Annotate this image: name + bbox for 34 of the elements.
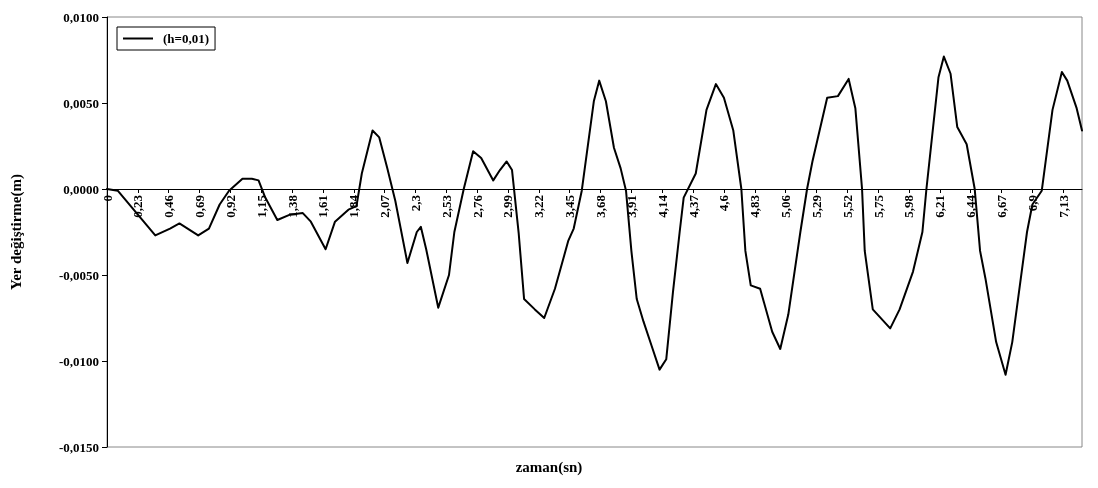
x-tick-label: 4,37 — [685, 194, 701, 218]
x-tick-label: 2,07 — [377, 194, 393, 218]
x-tick-label: 5,06 — [778, 194, 794, 218]
x-tick-label: 2,99 — [500, 194, 516, 218]
x-tick-label: 2,76 — [469, 194, 485, 218]
x-tick-label: 0,46 — [161, 194, 177, 218]
y-tick-label: 0,0050 — [63, 95, 99, 111]
x-tick-label: 3,22 — [531, 195, 547, 218]
x-tick-label: 1,61 — [315, 195, 331, 218]
x-tick-label: 5,75 — [870, 194, 886, 218]
y-axis-title: Yer değiştirme(m) — [7, 174, 25, 290]
x-tick-label: 0,69 — [192, 194, 208, 218]
y-tick-label: -0,0050 — [58, 267, 99, 283]
x-tick-label: 5,29 — [808, 194, 824, 218]
x-tick-label: 4,6 — [716, 194, 732, 212]
x-axis-title: zaman(sn) — [515, 458, 583, 476]
y-tick-label: -0,0100 — [58, 353, 99, 369]
x-tick-label: 5,98 — [901, 194, 917, 218]
x-tick-label: 5,52 — [839, 195, 855, 218]
x-tick-label: 6,21 — [932, 195, 948, 218]
x-tick-label: 7,13 — [1055, 194, 1071, 218]
x-tick-label: 3,45 — [562, 194, 578, 218]
x-tick-label: 4,14 — [654, 194, 670, 218]
x-tick-label: 4,83 — [747, 194, 763, 218]
x-tick-label: 3,68 — [593, 194, 609, 218]
y-tick-label: -0,0150 — [58, 439, 99, 455]
x-tick-label: 2,53 — [438, 194, 454, 218]
y-tick-label: 0,0000 — [63, 181, 99, 197]
legend-label: (h=0,01) — [163, 31, 210, 46]
x-tick-label: 0,92 — [222, 195, 238, 218]
x-tick-label: 6,44 — [963, 194, 979, 218]
x-tick-label: 2,3 — [407, 194, 423, 212]
y-tick-label: 0,0100 — [63, 9, 99, 25]
x-tick-label: 6,67 — [994, 194, 1010, 218]
